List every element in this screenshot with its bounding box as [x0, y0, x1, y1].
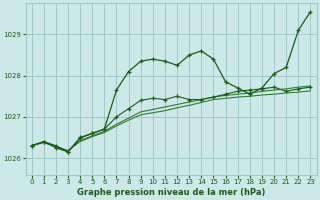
- X-axis label: Graphe pression niveau de la mer (hPa): Graphe pression niveau de la mer (hPa): [77, 188, 265, 197]
